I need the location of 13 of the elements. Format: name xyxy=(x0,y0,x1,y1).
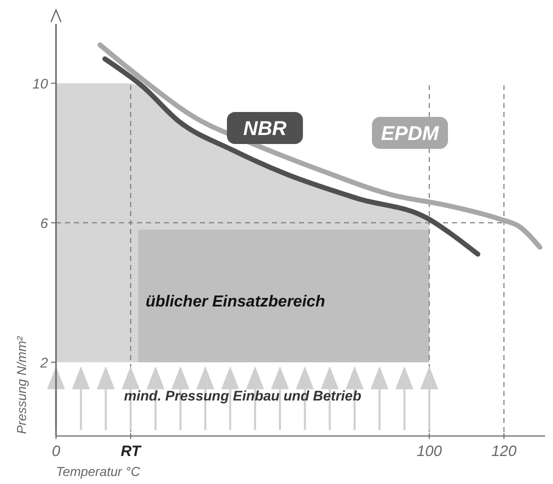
annotation: üblicher Einsatzbereich xyxy=(146,293,326,310)
series-label: NBR xyxy=(243,118,288,140)
y-axis-title: Pressung N/mm² xyxy=(14,336,29,434)
y-tick-label: 10 xyxy=(32,75,48,92)
annotation: mind. Pressung Einbau und Betrieb xyxy=(124,388,362,404)
x-axis-title: Temperatur °C xyxy=(56,464,141,479)
y-tick-label: 2 xyxy=(39,354,48,370)
x-tick-label: 100 xyxy=(416,443,442,460)
x-tick-label: 0 xyxy=(52,443,61,460)
y-tick-label: 6 xyxy=(40,214,48,231)
text: EPDM xyxy=(381,122,440,145)
x-tick-label: 120 xyxy=(491,443,518,460)
x-tick-label: RT xyxy=(120,443,142,460)
